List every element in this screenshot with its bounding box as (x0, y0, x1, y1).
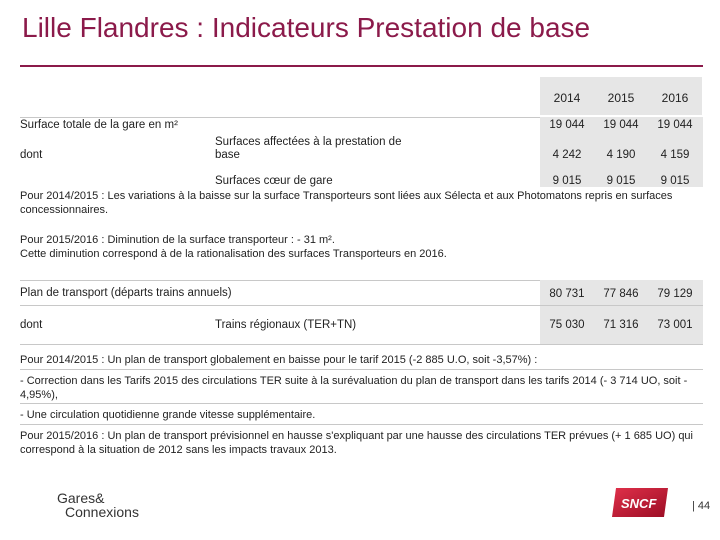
cell-plan-2016: 79 129 (657, 288, 693, 300)
table-rule (20, 117, 703, 118)
cell-total-2015: 19 044 (603, 119, 639, 131)
note-transport-a: Pour 2014/2015 : Un plan de transport gl… (20, 354, 538, 366)
cell-total-2016: 19 044 (657, 119, 693, 131)
cell-coeur-2016: 9 015 (660, 175, 690, 187)
cell-affectees-2015: 4 190 (606, 149, 636, 161)
sncf-logo-text: SNCF (621, 496, 657, 511)
note-rule (20, 424, 703, 425)
cell-ter-2015: 71 316 (603, 319, 639, 331)
row-label-coeur: Surfaces cœur de gare (215, 175, 333, 187)
year-header-2015: 2015 (594, 77, 648, 115)
table-rule (20, 344, 703, 345)
logo-line-2: Connexions (65, 504, 139, 520)
title-rule (20, 65, 703, 67)
year-header-2014: 2014 (540, 77, 594, 115)
gares-connexions-logo: Gares& Connexions (55, 487, 175, 527)
row-label-ter: Trains régionaux (TER+TN) (215, 319, 357, 331)
logo-line-1: Gares& (57, 490, 105, 506)
note-rule (20, 369, 703, 370)
dont-label: dont (20, 319, 43, 331)
row-label-affectees: Surfaces affectées à la prestation de ba… (215, 136, 402, 161)
cell-total-2014: 19 044 (549, 119, 585, 131)
cell-plan-2014: 80 731 (549, 288, 585, 300)
cell-coeur-2015: 9 015 (606, 175, 636, 187)
note-rule (20, 403, 703, 404)
page-number: | 44 (692, 500, 711, 512)
row-label-plan: Plan de transport (départs trains annuel… (20, 287, 232, 299)
row-label-total: Surface totale de la gare en m² (20, 119, 178, 131)
year-header-2016: 2016 (648, 77, 702, 115)
note-surface-2015-b: Cette diminution correspond à de la rati… (20, 248, 447, 260)
table-rule (20, 280, 703, 281)
note-transport-b: - Correction dans les Tarifs 2015 des ci… (20, 375, 688, 401)
note-surface-2015-a: Pour 2015/2016 : Diminution de la surfac… (20, 234, 335, 246)
dont-label: dont (20, 149, 43, 161)
cell-affectees-2016: 4 159 (660, 149, 690, 161)
cell-coeur-2014: 9 015 (552, 175, 582, 187)
cell-affectees-2014: 4 242 (552, 149, 582, 161)
cell-ter-2014: 75 030 (549, 319, 585, 331)
note-transport-d: Pour 2015/2016 : Un plan de transport pr… (20, 430, 693, 456)
page-title: Lille Flandres : Indicateurs Prestation … (22, 12, 591, 43)
cell-plan-2015: 77 846 (603, 288, 639, 300)
note-transport-c: - Une circulation quotidienne grande vit… (20, 409, 316, 421)
values-band (540, 280, 703, 344)
note-surface-2014: Pour 2014/2015 : Les variations à la bai… (20, 190, 673, 216)
values-band (540, 117, 703, 187)
sncf-logo: SNCF (610, 486, 670, 519)
table-rule (20, 305, 703, 306)
cell-ter-2016: 73 001 (657, 319, 693, 331)
